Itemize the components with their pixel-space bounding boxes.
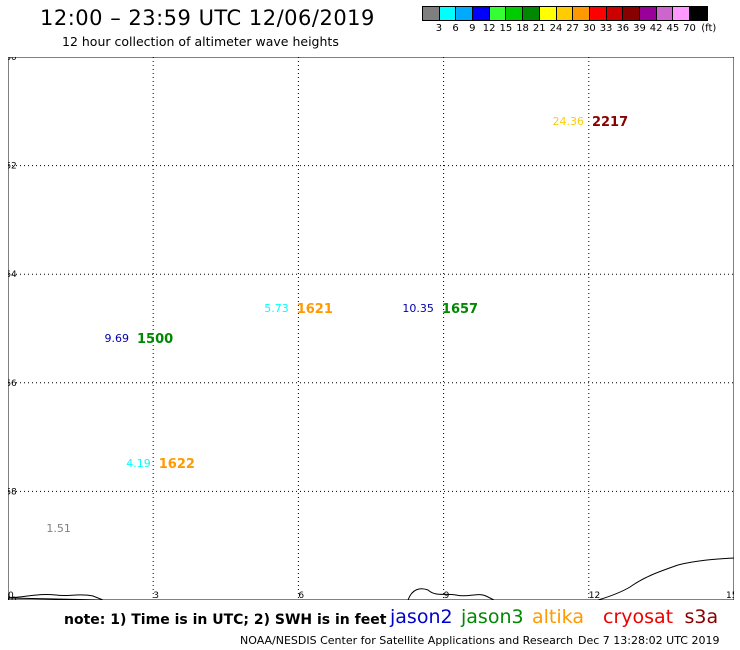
color-swatch — [673, 7, 690, 20]
satellite-s3a: s3a — [684, 606, 719, 628]
lon-label: 3 — [153, 591, 159, 600]
lat-label: -68 — [8, 487, 17, 497]
coastline-west — [8, 593, 104, 600]
color-legend-label: 15 — [499, 23, 513, 34]
color-swatch — [506, 7, 524, 20]
lat-label: -62 — [8, 162, 17, 172]
color-legend: 3 6 9 12 15 18 21 24 27 30 33 36 39 42 45 70 (ft) — [422, 6, 717, 35]
map-subtitle: 12 hour collection of altimeter wave hei… — [62, 34, 339, 49]
color-legend-label: 3 — [435, 23, 443, 34]
lon-label: 9 — [444, 591, 450, 600]
color-legend-label: 12 — [482, 23, 496, 34]
color-swatch — [606, 7, 624, 20]
generated-date: Dec 7 13:28:02 UTC 2019 — [578, 634, 720, 647]
color-legend-label: 24 — [549, 23, 563, 34]
color-swatch — [489, 7, 507, 20]
color-swatch — [690, 7, 707, 20]
lat-label: -64 — [8, 270, 17, 280]
lon-label: 12 — [589, 591, 600, 600]
obs-time: 1657 — [442, 302, 478, 317]
obs-time: 1500 — [137, 332, 173, 347]
color-legend-label: 21 — [532, 23, 546, 34]
color-swatch — [473, 7, 490, 20]
lon-label: 15 — [726, 591, 734, 600]
swh-value: 10.35 — [402, 302, 434, 315]
swh-value: 5.73 — [264, 302, 289, 315]
altimeter-map: 0 3 6 9 12 15 -60 -62 -64 -66 -68 -70 24.36 2217 5.73… — [8, 57, 734, 600]
obs-time: 1622 — [159, 457, 195, 472]
swh-value: 24.36 — [552, 115, 584, 128]
color-swatch — [639, 7, 657, 20]
color-swatch — [589, 7, 607, 20]
color-swatch — [456, 7, 474, 20]
coastline-east — [597, 557, 734, 600]
color-swatch — [623, 7, 640, 20]
color-swatch — [439, 7, 457, 20]
color-legend-label: 36 — [616, 23, 630, 34]
credit-text: NOAA/NESDIS Center for Satellite Applica… — [240, 634, 574, 647]
color-legend-label: 42 — [649, 23, 663, 34]
footer-note: note: 1) Time is in UTC; 2) SWH is in fe… — [64, 612, 387, 628]
color-legend-label: 18 — [516, 23, 529, 34]
color-legend-label: 30 — [583, 23, 596, 34]
satellite-cryosat: cryosat — [603, 606, 674, 628]
lat-label: -70 — [8, 596, 17, 600]
axis-labels: 0 3 6 9 12 15 -60 -62 -64 -66 -68 -70 — [8, 57, 734, 600]
lon-label: 0 — [8, 591, 14, 600]
graticule — [8, 57, 734, 600]
obs-time: 1621 — [297, 302, 333, 317]
color-swatch — [556, 7, 574, 20]
color-legend-label: 39 — [633, 23, 646, 34]
color-legend-label: 70 — [683, 23, 696, 34]
swh-value: 9.69 — [105, 332, 130, 345]
swh-value: 1.51 — [46, 522, 71, 535]
lat-label: -60 — [8, 57, 17, 63]
satellite-jason2: jason2 — [390, 606, 453, 628]
color-swatch — [539, 7, 557, 20]
map-title: 12:00 – 23:59 UTC 12/06/2019 — [40, 6, 375, 30]
color-legend-unit: (ft) — [701, 23, 717, 34]
color-swatch — [656, 7, 674, 20]
observations: 24.36 2217 5.73 1621 10.35 1657 9.69 1500 4.19 16… — [46, 115, 628, 535]
satellite-jason3: jason3 — [461, 606, 524, 628]
coastline-central — [407, 588, 495, 600]
lon-label: 6 — [298, 591, 304, 600]
color-swatch — [423, 7, 440, 20]
color-legend-label: 45 — [666, 23, 680, 34]
color-legend-label: 9 — [469, 23, 476, 34]
color-legend-label: 6 — [452, 23, 459, 34]
swh-value: 4.19 — [126, 457, 151, 470]
satellite-altika: altika — [532, 606, 584, 628]
obs-time: 2217 — [592, 115, 628, 130]
color-swatch — [573, 7, 590, 20]
color-legend-label: 33 — [599, 23, 613, 34]
color-swatch — [523, 7, 540, 20]
color-legend-labels: 3 6 9 12 15 18 21 24 27 30 33 36 39 42 45 70 (ft) — [422, 21, 717, 35]
color-legend-label: 27 — [566, 23, 580, 34]
color-legend-swatches — [422, 6, 708, 21]
lat-label: -66 — [8, 379, 17, 389]
map-frame — [8, 57, 734, 600]
